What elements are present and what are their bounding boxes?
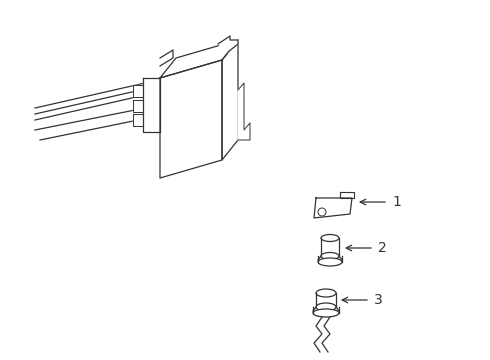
Polygon shape xyxy=(218,36,238,52)
Ellipse shape xyxy=(316,303,336,311)
Text: 3: 3 xyxy=(374,293,383,307)
Polygon shape xyxy=(340,192,354,198)
Text: 2: 2 xyxy=(378,241,387,255)
Polygon shape xyxy=(222,40,238,160)
Ellipse shape xyxy=(316,289,336,297)
Polygon shape xyxy=(133,85,143,97)
Polygon shape xyxy=(238,83,250,140)
Polygon shape xyxy=(133,114,143,126)
Polygon shape xyxy=(160,60,222,178)
Ellipse shape xyxy=(321,252,339,260)
Ellipse shape xyxy=(321,234,339,242)
Polygon shape xyxy=(314,198,352,218)
Circle shape xyxy=(318,208,326,216)
Polygon shape xyxy=(160,40,238,78)
Ellipse shape xyxy=(313,309,339,317)
Text: 1: 1 xyxy=(392,195,401,209)
Polygon shape xyxy=(143,78,160,132)
Polygon shape xyxy=(133,100,143,112)
Ellipse shape xyxy=(318,258,342,266)
